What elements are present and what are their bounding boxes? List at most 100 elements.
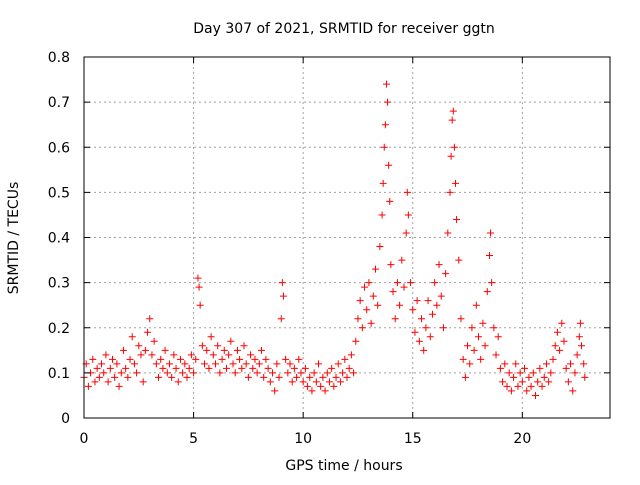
data-point [483,288,491,296]
data-point [236,355,244,363]
data-point [400,283,408,291]
data-point [381,121,389,129]
data-point [431,279,439,287]
data-point [282,355,290,363]
data-point [496,364,504,372]
data-point [293,373,301,381]
data-point [278,279,286,287]
data-point [384,98,392,106]
data-point [148,351,156,359]
data-point [229,360,237,368]
data-point [453,215,461,223]
data-point [185,364,193,372]
data-point [503,382,511,390]
data-point [174,378,182,386]
data-point [492,351,500,359]
data-point [297,369,305,377]
data-point [409,306,417,314]
data-point [553,328,561,336]
data-point [190,369,198,377]
data-point [275,373,283,381]
data-point [369,292,377,300]
data-point [117,369,125,377]
x-tick-label: 0 [80,431,89,447]
data-point [168,373,176,381]
data-point [558,319,566,327]
data-point [214,342,222,350]
data-point [487,229,495,237]
data-point [531,391,539,399]
data-point [560,337,568,345]
data-point [564,378,572,386]
data-point [521,364,529,372]
data-point [216,369,224,377]
data-point [249,364,257,372]
data-point [146,315,154,323]
data-point [152,360,160,368]
data-point [450,143,458,151]
data-point [163,369,171,377]
data-point [100,369,108,377]
data-point [286,360,294,368]
data-point [382,80,390,88]
data-point [567,360,575,368]
data-point [194,274,202,282]
data-point [379,179,387,187]
data-point [470,346,478,354]
data-point [89,355,97,363]
data-point [411,328,419,336]
data-point [310,369,318,377]
data-point [378,211,386,219]
data-point [218,355,226,363]
data-point [415,337,423,345]
data-point [516,369,524,377]
data-point [534,378,542,386]
data-point [356,297,364,305]
data-point [312,378,320,386]
plot-frame [83,56,611,419]
data-point [205,364,213,372]
data-point [354,315,362,323]
data-point [466,360,474,368]
data-point [93,364,101,372]
data-point [477,355,485,363]
ticks-layer: 0 5 10 15 20 0 0.1 0.2 0.3 0.4 0.5 0.6 0.7 0.8 [48,50,610,447]
data-point [181,360,189,368]
data-point [325,378,333,386]
data-point [376,243,384,251]
data-point [126,355,134,363]
data-point [341,355,349,363]
data-point [98,360,106,368]
data-point [115,382,123,390]
data-point [499,378,507,386]
data-point [122,364,130,372]
data-point [461,373,469,381]
data-point [380,143,388,151]
data-point [365,279,373,287]
data-point [512,360,520,368]
data-point [545,378,553,386]
data-point [137,351,145,359]
data-point [209,351,217,359]
data-point [426,333,434,341]
data-point [363,306,371,314]
data-point [481,342,489,350]
data-point [220,346,228,354]
data-point [367,319,375,327]
data-point [253,369,261,377]
data-point [260,373,268,381]
data-point [273,360,281,368]
data-point [176,355,184,363]
data-point [451,179,459,187]
data-point [562,364,570,372]
data-point [523,387,531,395]
data-point [95,373,103,381]
data-point [494,333,502,341]
data-point [113,360,121,368]
data-point [549,355,557,363]
data-point [141,346,149,354]
data-point [315,360,323,368]
data-point [527,382,535,390]
data-point [345,364,353,372]
